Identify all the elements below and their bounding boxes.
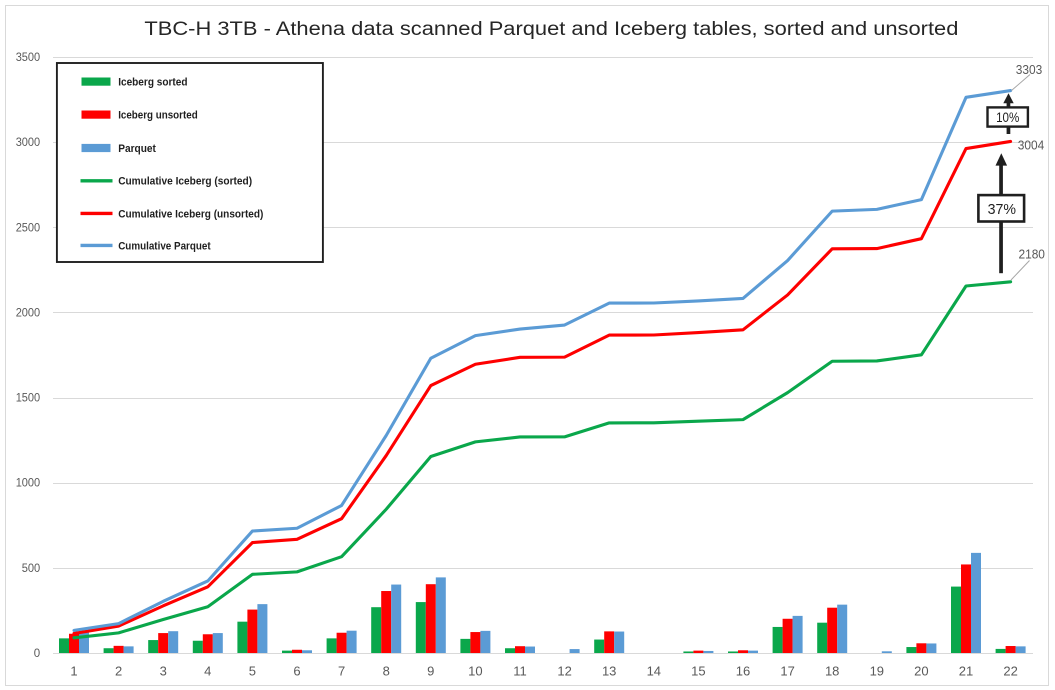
svg-text:Parquet: Parquet bbox=[118, 143, 156, 155]
svg-text:16: 16 bbox=[736, 664, 750, 679]
svg-text:1500: 1500 bbox=[16, 393, 41, 405]
svg-text:20: 20 bbox=[914, 664, 928, 679]
svg-text:4: 4 bbox=[204, 664, 211, 679]
svg-text:12: 12 bbox=[557, 664, 571, 679]
svg-text:19: 19 bbox=[870, 664, 884, 679]
svg-text:7: 7 bbox=[338, 664, 345, 679]
svg-text:1000: 1000 bbox=[16, 478, 41, 490]
svg-text:3: 3 bbox=[160, 664, 167, 679]
svg-text:5: 5 bbox=[249, 664, 256, 679]
svg-text:10: 10 bbox=[468, 664, 482, 679]
svg-text:9: 9 bbox=[427, 664, 434, 679]
svg-text:2500: 2500 bbox=[16, 222, 41, 234]
svg-text:2180: 2180 bbox=[1018, 247, 1045, 262]
svg-text:TBC-H 3TB - Athena data scanne: TBC-H 3TB - Athena data scanned Parquet … bbox=[144, 19, 958, 40]
svg-text:17: 17 bbox=[780, 664, 794, 679]
svg-text:Cumulative Iceberg (sorted): Cumulative Iceberg (sorted) bbox=[118, 176, 252, 188]
svg-text:Iceberg unsorted: Iceberg unsorted bbox=[118, 110, 198, 122]
svg-text:Iceberg sorted: Iceberg sorted bbox=[118, 77, 187, 89]
svg-text:8: 8 bbox=[383, 664, 390, 679]
svg-text:Cumulative Iceberg (unsorted): Cumulative Iceberg (unsorted) bbox=[118, 208, 264, 220]
svg-text:Cumulative Parquet: Cumulative Parquet bbox=[118, 240, 211, 252]
svg-text:3000: 3000 bbox=[16, 137, 41, 149]
svg-text:15: 15 bbox=[691, 664, 705, 679]
svg-text:3500: 3500 bbox=[16, 52, 41, 64]
svg-text:18: 18 bbox=[825, 664, 839, 679]
svg-text:10%: 10% bbox=[996, 109, 1019, 125]
svg-text:2000: 2000 bbox=[16, 307, 41, 319]
svg-text:22: 22 bbox=[1003, 664, 1017, 679]
svg-text:3303: 3303 bbox=[1016, 62, 1043, 77]
svg-text:37%: 37% bbox=[988, 202, 1016, 218]
svg-text:21: 21 bbox=[959, 664, 973, 679]
svg-text:1: 1 bbox=[70, 664, 77, 679]
svg-text:0: 0 bbox=[34, 648, 40, 660]
svg-text:2: 2 bbox=[115, 664, 122, 679]
svg-text:13: 13 bbox=[602, 664, 616, 679]
svg-text:3004: 3004 bbox=[1018, 138, 1045, 153]
svg-text:6: 6 bbox=[293, 664, 300, 679]
svg-text:11: 11 bbox=[513, 664, 527, 679]
svg-text:14: 14 bbox=[647, 664, 661, 679]
svg-text:500: 500 bbox=[22, 563, 41, 575]
